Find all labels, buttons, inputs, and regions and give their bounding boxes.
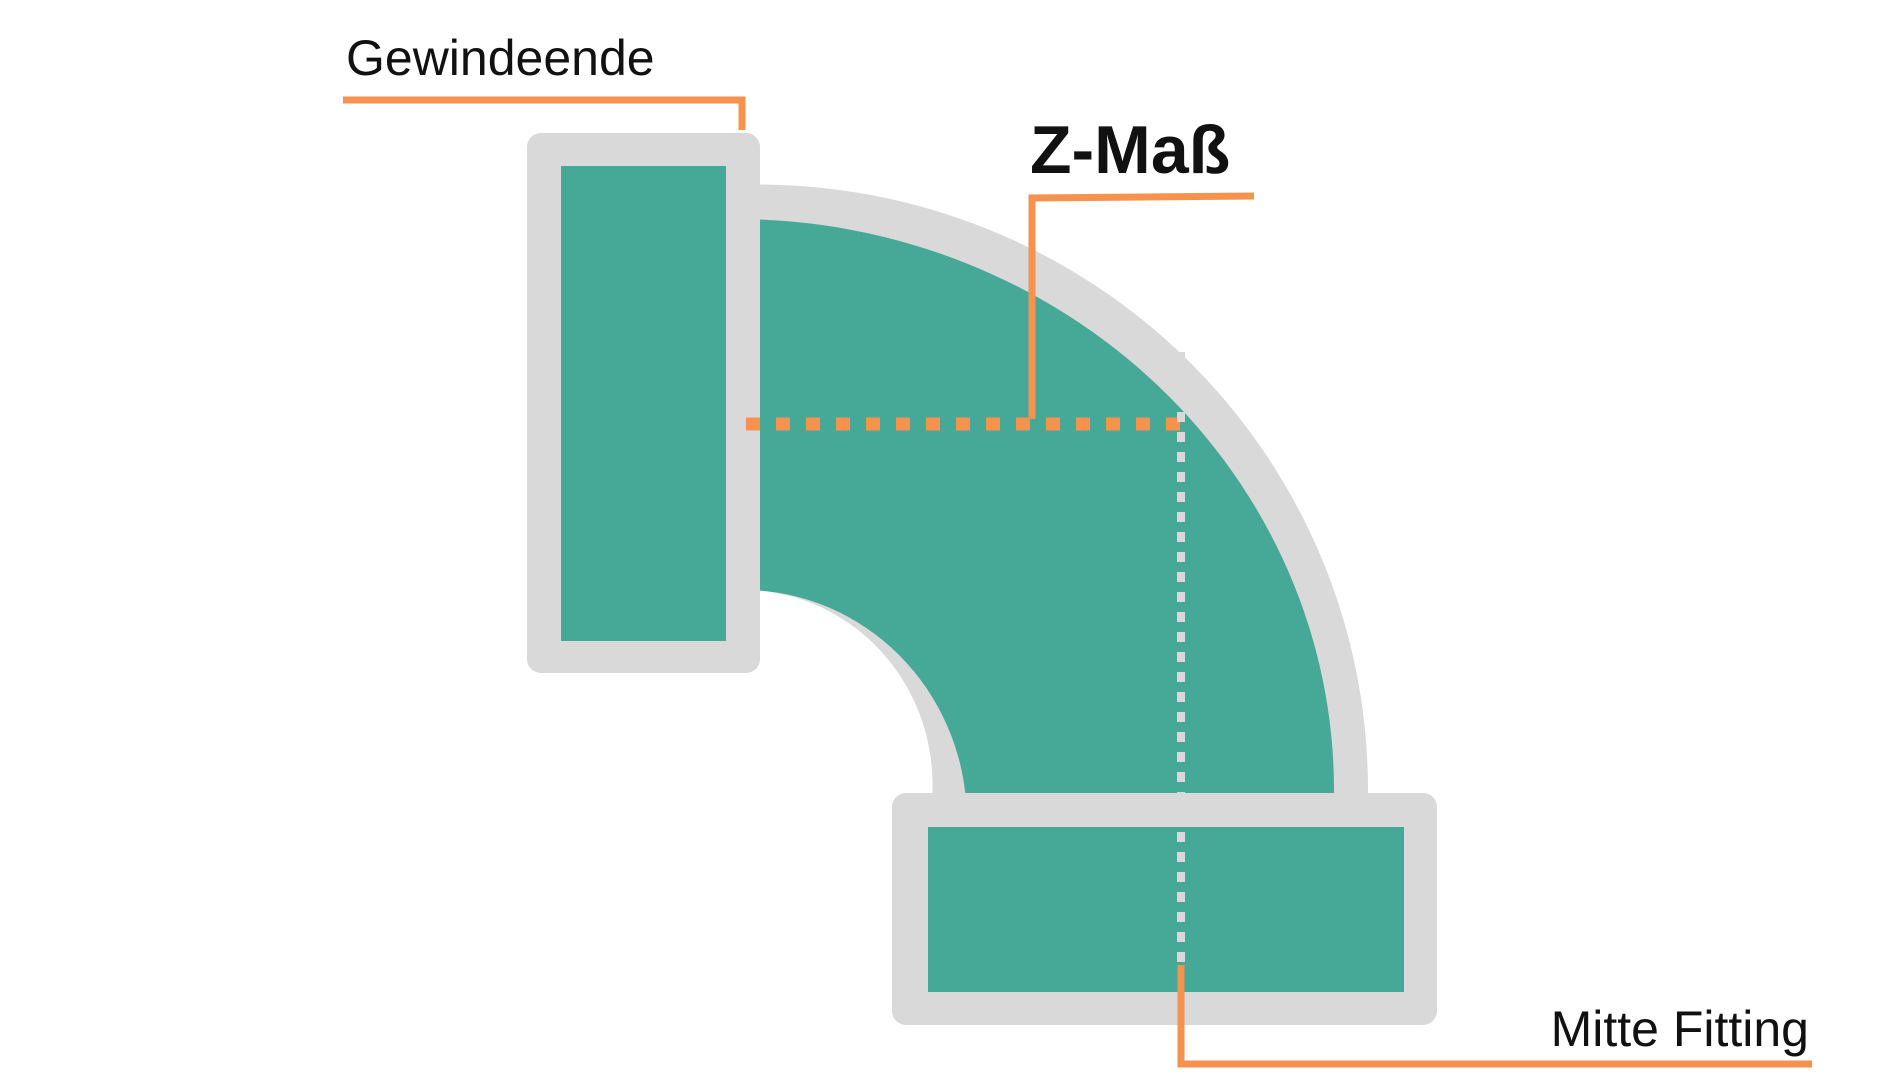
thread-end-leader-line [343, 96, 746, 130]
bottom-socket [892, 793, 1437, 1025]
left-socket [527, 133, 760, 673]
elbow-body [735, 184, 1369, 800]
fitting-center-leader-line [1177, 965, 1812, 1068]
z-dimension-label: Z-Maß [1030, 112, 1230, 188]
bottom-socket-fill [928, 827, 1404, 992]
fitting-center-label: Mitte Fitting [1551, 1001, 1809, 1057]
z-dimension-leader-line [1028, 192, 1255, 419]
left-socket-fill [561, 166, 726, 641]
thread-end-label: Gewindeende [346, 30, 655, 86]
